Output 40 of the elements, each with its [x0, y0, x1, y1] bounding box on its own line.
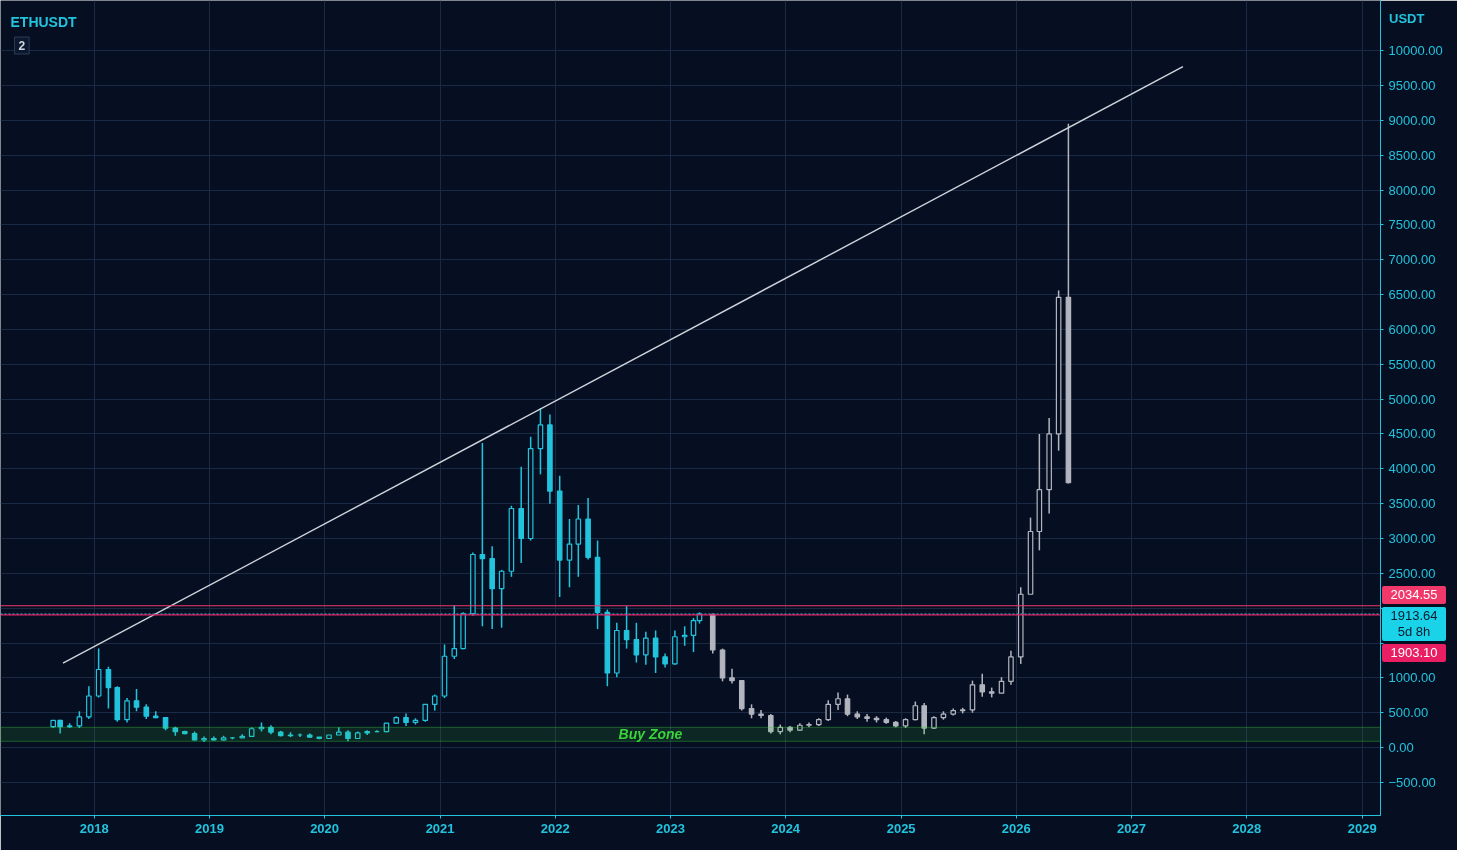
y-axis-title: USDT: [1389, 11, 1425, 26]
y-tick-label: 4000.00: [1388, 461, 1436, 477]
y-tick-label: 10000.00: [1388, 43, 1443, 59]
ref-line-label: 1913.64: [1390, 608, 1438, 623]
y-tick-label: 500.00: [1388, 705, 1429, 721]
y-tick-label: −500.00: [1388, 774, 1436, 790]
text: ETHUSDT: [10, 13, 78, 30]
y-tick-label: 6500.00: [1388, 287, 1436, 303]
x-tick-label: 2019: [194, 820, 224, 836]
x-tick-label: 2023: [656, 820, 685, 836]
text: 5d 8h: [1397, 624, 1431, 639]
y-tick-label: 3000.00: [1388, 530, 1436, 546]
x-tick-label: 2018: [79, 820, 109, 836]
x-tick-label: 2021: [425, 820, 455, 836]
y-tick-label: 1000.00: [1388, 670, 1436, 686]
y-tick-label: 9000.00: [1388, 112, 1436, 128]
y-tick-label: 7000.00: [1388, 252, 1436, 268]
y-tick-label: 5000.00: [1388, 391, 1436, 407]
x-tick-label: 2022: [540, 820, 570, 836]
y-tick-label: 3500.00: [1388, 496, 1436, 512]
band-label: Buy Zone: [618, 726, 683, 743]
y-tick-label: 5500.00: [1388, 356, 1436, 372]
x-tick-label: 2024: [771, 820, 801, 836]
x-tick-label: 2025: [886, 820, 916, 836]
x-tick-label: 2029: [1347, 820, 1377, 836]
annotation: 2: [18, 39, 26, 53]
y-tick-label: 4500.00: [1388, 426, 1436, 442]
y-tick-label: 6000.00: [1388, 321, 1436, 337]
x-tick-label: 2028: [1232, 820, 1262, 836]
y-tick-label: 2500.00: [1388, 565, 1436, 581]
x-tick-label: 2026: [1001, 820, 1031, 836]
y-tick-label: 8500.00: [1388, 147, 1436, 163]
y-tick-label: 9500.00: [1388, 78, 1436, 94]
y-tick-label: 7500.00: [1388, 217, 1436, 233]
x-tick-label: 2020: [310, 820, 340, 836]
ref-line-label: 1903.10: [1390, 645, 1438, 660]
y-tick-label: 8000.00: [1388, 182, 1436, 198]
ref-line-label: 2034.55: [1390, 587, 1438, 602]
y-tick-label: 0.00: [1388, 740, 1414, 756]
x-tick-label: 2027: [1117, 820, 1146, 836]
